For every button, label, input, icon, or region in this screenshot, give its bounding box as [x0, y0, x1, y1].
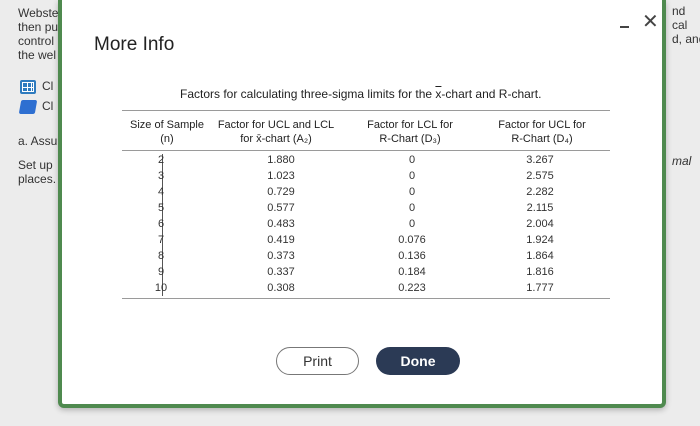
column-d3: 0 0 0 0 0 0.076 0.136 0.184 0.223	[377, 152, 447, 296]
header-line: for x̄-chart (A₂)	[240, 133, 312, 145]
bg-line: then pu	[18, 20, 58, 34]
table-bottom-rule	[122, 298, 610, 299]
header-line: Factor for UCL for	[498, 119, 586, 131]
cell-d3: 0	[408, 218, 416, 230]
cell-a2: 0.729	[267, 186, 295, 198]
column-n: 2 3 4 5 6 7 8 9 10	[146, 152, 176, 296]
bg-line: Set up	[18, 158, 53, 172]
cell-d4: 2.282	[526, 186, 554, 198]
cell-n: 3	[157, 170, 165, 182]
bg-line: d, and	[672, 32, 700, 46]
dialog-title: More Info	[94, 34, 175, 55]
cell-d3: 0.184	[398, 266, 426, 278]
cell-n: 10	[154, 282, 168, 294]
column-d4: 3.267 2.575 2.282 2.115 2.004 1.924 1.86…	[505, 152, 575, 296]
bg-icon-label: Cl	[42, 99, 54, 113]
background-left-text: Webste then pu control the wel Cl Cl a. …	[0, 0, 60, 426]
edit-icon[interactable]	[18, 100, 38, 114]
table-header-rule	[122, 150, 610, 151]
header-line: Factor for UCL and LCL	[217, 119, 335, 131]
close-icon[interactable]: ✕	[642, 11, 659, 33]
cell-n: 4	[157, 186, 165, 198]
header-sample-size: Size of Sample (n)	[122, 118, 212, 146]
bg-line: the wel	[18, 48, 57, 62]
cell-d4: 2.004	[526, 218, 554, 230]
bg-line: control	[18, 34, 55, 48]
cell-d4: 1.816	[526, 266, 554, 278]
bg-assume-text: a. Assu	[18, 134, 58, 148]
heading-xbar: x	[435, 87, 442, 101]
column-a2: 1.880 1.023 0.729 0.577 0.483 0.419 0.37…	[246, 152, 316, 296]
bg-line: mal	[672, 154, 692, 168]
header-line: R-Chart (D₄)	[511, 133, 573, 145]
bg-line: nd	[672, 4, 686, 18]
done-button[interactable]: Done	[376, 347, 460, 375]
bg-icon-label: Cl	[42, 79, 54, 93]
header-d4: Factor for UCL for R-Chart (D₄)	[482, 118, 602, 146]
cell-a2: 0.419	[267, 234, 295, 246]
minimize-button[interactable]	[618, 18, 632, 32]
header-line: Factor for LCL for	[367, 119, 453, 131]
more-info-dialog: More Info ✕ Factors for calculating thre…	[58, 0, 666, 408]
bg-line: cal	[672, 18, 688, 32]
cell-d3: 0.076	[398, 234, 426, 246]
header-d3: Factor for LCL for R-Chart (D₃)	[350, 118, 470, 146]
bg-line: Webste	[18, 6, 58, 20]
cell-a2: 0.337	[267, 266, 295, 278]
print-button[interactable]: Print	[276, 347, 359, 375]
table-vertical-rule	[162, 154, 163, 296]
cell-n: 7	[157, 234, 165, 246]
table-top-rule	[122, 110, 610, 111]
cell-n: 8	[157, 250, 165, 262]
cell-a2: 0.308	[267, 282, 295, 294]
grid-icon[interactable]	[20, 80, 36, 94]
header-line: (n)	[160, 133, 174, 145]
cell-a2: 0.483	[267, 218, 295, 230]
cell-d3: 0	[408, 170, 416, 182]
bg-line: places.	[18, 172, 57, 186]
cell-d3: 0.223	[398, 282, 426, 294]
cell-d4: 3.267	[526, 154, 554, 166]
heading-suffix: -chart and R-chart.	[441, 87, 542, 101]
cell-n: 9	[157, 266, 165, 278]
cell-d4: 2.575	[526, 170, 554, 182]
cell-d4: 1.924	[526, 234, 554, 246]
cell-a2: 0.577	[267, 202, 295, 214]
header-line: R-Chart (D₃)	[379, 133, 441, 145]
cell-d3: 0	[408, 186, 416, 198]
heading-prefix: Factors for calculating three-sigma limi…	[180, 87, 436, 101]
cell-d4: 1.777	[526, 282, 554, 294]
cell-d3: 0	[408, 154, 416, 166]
cell-a2: 0.373	[267, 250, 295, 262]
cell-d3: 0	[408, 202, 416, 214]
cell-d4: 1.864	[526, 250, 554, 262]
cell-d4: 2.115	[526, 202, 554, 214]
cell-a2: 1.880	[267, 154, 295, 166]
header-a2: Factor for UCL and LCL for x̄-chart (A₂)	[206, 118, 346, 146]
cell-n: 6	[157, 218, 165, 230]
cell-n: 5	[157, 202, 165, 214]
header-line: Size of Sample	[130, 119, 204, 131]
table-heading: Factors for calculating three-sigma limi…	[180, 87, 541, 101]
cell-d3: 0.136	[398, 250, 426, 262]
cell-n: 2	[157, 154, 165, 166]
cell-a2: 1.023	[267, 170, 295, 182]
